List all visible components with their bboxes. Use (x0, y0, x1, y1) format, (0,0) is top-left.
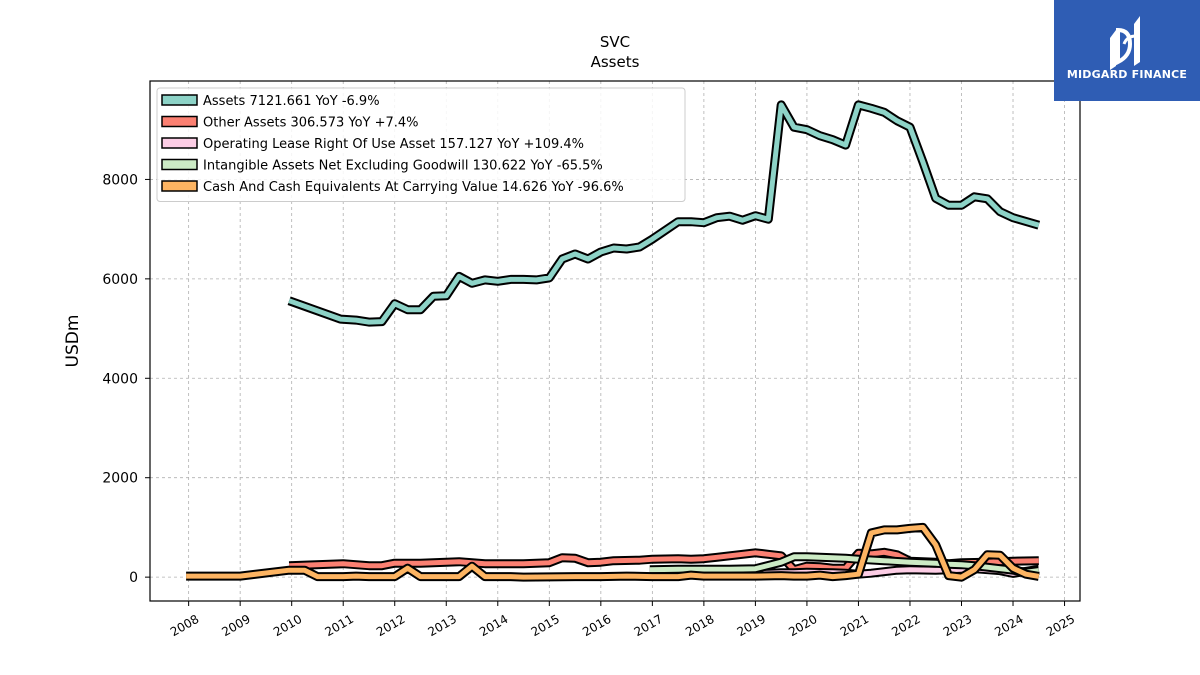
logo-text: MIDGARD FINANCE (1066, 68, 1188, 81)
x-tick-label: 2018 (683, 612, 716, 639)
chart-subtitle: Assets (591, 53, 640, 71)
series-3 (649, 552, 1040, 577)
series-line (186, 524, 1040, 580)
x-tick-label: 2011 (322, 612, 355, 639)
x-tick-label: 2015 (529, 612, 562, 639)
legend-label: Cash And Cash Equivalents At Carrying Va… (203, 180, 624, 195)
x-tick-label: 2025 (1044, 612, 1077, 639)
legend-swatch (161, 137, 198, 149)
series-line (288, 102, 1040, 325)
x-tick-label: 2024 (992, 612, 1025, 639)
x-tick-label: 2010 (271, 612, 304, 639)
y-tick-label: 6000 (102, 272, 138, 288)
x-tick-label: 2023 (941, 612, 974, 639)
x-tick-label: 2021 (838, 612, 871, 639)
legend-box (156, 87, 686, 202)
plot-frame (149, 80, 1081, 602)
y-axis-label: USDm (63, 315, 83, 368)
x-tick-label: 2014 (477, 612, 510, 639)
x-tick-label: 2009 (219, 612, 252, 639)
legend-swatch (161, 94, 198, 106)
legend-swatch (161, 158, 198, 171)
logo-mark-icon (1110, 16, 1140, 70)
x-tick-label: 2019 (735, 612, 768, 639)
brand-logo: MIDGARD FINANCE (1054, 0, 1200, 101)
y-tick-label: 2000 (102, 471, 138, 487)
chart-title: SVC (600, 33, 630, 51)
series-layer (186, 100, 1041, 582)
x-tick-label: 2008 (168, 612, 201, 639)
x-tick-label: 2016 (580, 612, 613, 639)
x-tick-label: 2020 (786, 612, 819, 639)
legend-label: Other Assets 306.573 YoY +7.4% (203, 116, 419, 131)
legend-swatch (161, 180, 198, 192)
legend-swatch (161, 115, 198, 128)
x-tick-label: 2013 (426, 612, 459, 639)
legend-label: Intangible Assets Net Excluding Goodwill… (203, 159, 603, 174)
series-line (649, 554, 1040, 575)
x-tick-label: 2017 (632, 612, 665, 639)
y-tick-label: 0 (129, 570, 138, 586)
legend-label: Assets 7121.661 YoY -6.9% (203, 94, 380, 109)
x-tick-label: 2012 (374, 612, 407, 639)
y-tick-label: 4000 (102, 371, 138, 387)
series-0 (287, 100, 1041, 327)
series-4 (186, 522, 1040, 582)
x-tick-label: 2022 (889, 612, 922, 639)
legend-label: Operating Lease Right Of Use Asset 157.1… (203, 137, 584, 152)
legend: Assets 7121.661 YoY -6.9% Other Assets 30… (156, 87, 686, 202)
y-tick-label: 8000 (102, 172, 138, 188)
